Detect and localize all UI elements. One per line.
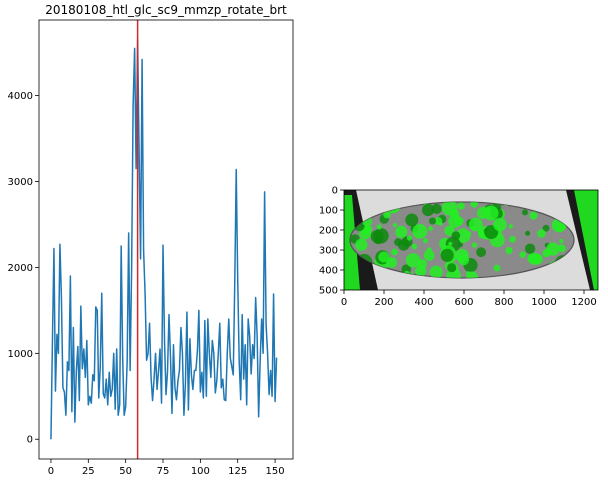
fluorescence-blob (376, 224, 382, 230)
fluorescence-blob (440, 248, 454, 262)
fluorescence-blob (483, 205, 499, 221)
fluorescence-blob (476, 247, 486, 258)
series-line (50, 39, 278, 440)
fluorescence-blob (559, 238, 564, 244)
x-tick-label: 25 (82, 466, 95, 477)
microscopy-image (344, 190, 598, 290)
fluorescence-blob (524, 243, 536, 254)
fluorescence-blob (525, 230, 531, 236)
fluorescence-blob (471, 242, 478, 248)
fluorescence-blob (505, 247, 513, 255)
y-tick-label: 400 (319, 266, 338, 277)
fluorescence-blob (468, 217, 483, 232)
fluorescence-blob (529, 211, 538, 220)
fluorescence-blob (355, 238, 368, 251)
x-tick-label: 50 (119, 466, 132, 477)
y-tick-label: 1000 (8, 349, 33, 360)
plot-frame (38, 19, 294, 460)
fluorescence-blob (522, 209, 528, 216)
fluorescence-blob (444, 225, 455, 236)
chart-title: 20180108_htl_glc_sc9_mmzp_rotate_brt (45, 3, 287, 17)
fluorescence-blob (528, 252, 541, 265)
fluorescence-blob (457, 202, 465, 210)
fluorescence-blob (466, 271, 471, 277)
fluorescence-blob (405, 253, 421, 268)
y-tick-label: 300 (319, 246, 338, 257)
fluorescence-blob (542, 224, 550, 232)
image-y-axis: 0 100 200 300 400 500 (319, 186, 344, 297)
fluorescence-blob (406, 235, 413, 241)
y-tick-label: 0 (332, 186, 338, 197)
fluorescence-blob (448, 241, 453, 246)
line-chart: 20180108_htl_glc_sc9_mmzp_rotate_brt 0 25… (8, 3, 294, 477)
fluorescence-blob (458, 254, 470, 266)
fluorescence-blob (508, 224, 513, 229)
fluorescence-blob (412, 224, 428, 239)
x-tick-label: 75 (157, 466, 170, 477)
fluorescence-blob (417, 259, 428, 269)
fluorescence-blob (395, 225, 408, 238)
fluorescence-blob (493, 264, 501, 272)
fluorescence-blob (542, 249, 551, 258)
fluorescence-blob (434, 217, 443, 225)
fluorescence-blob (447, 263, 457, 273)
fluorescence-blob (557, 244, 566, 253)
x-tick-label: 0 (48, 466, 54, 477)
fluorescence-blob (411, 243, 418, 250)
y-tick-label: 500 (319, 286, 338, 297)
x-tick-label: 0 (341, 297, 347, 308)
fluorescence-blob (478, 233, 484, 238)
image-panel: 0 200 400 600 800 1000 1200 0 100 200 300 400 500 (319, 186, 599, 308)
y-tick-label: 100 (319, 206, 338, 217)
y-tick-label: 0 (27, 435, 33, 446)
image-x-axis: 0 200 400 600 800 1000 1200 (341, 290, 597, 308)
y-axis: 0 1000 2000 3000 4000 (8, 91, 39, 446)
y-tick-label: 200 (319, 226, 338, 237)
fluorescence-blob (429, 217, 436, 225)
fluorescence-blob (493, 217, 507, 232)
x-tick-label: 600 (454, 297, 473, 308)
fluorescence-blob (386, 257, 397, 268)
x-tick-label: 400 (414, 297, 433, 308)
fluorescence-blob (509, 236, 516, 243)
fluorescence-blob (422, 203, 435, 217)
fluorescence-blob (423, 238, 428, 244)
x-tick-label: 100 (191, 466, 210, 477)
fluorescence-blob (391, 248, 398, 256)
y-tick-label: 2000 (8, 263, 33, 274)
fluorescence-blob (537, 229, 546, 238)
fluorescence-blob (398, 239, 410, 251)
fluorescence-blob (383, 211, 391, 219)
x-tick-label: 1200 (571, 297, 596, 308)
fluorescence-blob (451, 231, 461, 240)
fluorescence-blob (392, 222, 398, 228)
x-axis: 0 25 50 75 100 125 150 (48, 459, 285, 477)
x-tick-label: 1000 (531, 297, 556, 308)
y-tick-label: 3000 (8, 177, 33, 188)
right-wedge-green (574, 190, 598, 290)
fluorescence-blob (519, 251, 526, 258)
x-tick-label: 150 (266, 466, 285, 477)
series-group (50, 20, 278, 459)
fluorescence-blob (405, 213, 419, 227)
x-tick-label: 800 (494, 297, 513, 308)
y-tick-label: 4000 (8, 91, 33, 102)
fluorescence-blob (370, 230, 384, 243)
fluorescence-blob (429, 265, 443, 278)
fluorescence-blob (455, 228, 471, 243)
x-tick-label: 200 (374, 297, 393, 308)
fluorescence-blob (428, 226, 434, 232)
fluorescence-blob (378, 251, 390, 263)
image-frame (343, 189, 599, 291)
fluorescence-blob (470, 202, 479, 208)
fluorescence-blob (431, 203, 442, 214)
x-tick-label: 125 (228, 466, 247, 477)
fluorescence-blob (423, 250, 435, 261)
fluorescence-blob (448, 214, 462, 228)
